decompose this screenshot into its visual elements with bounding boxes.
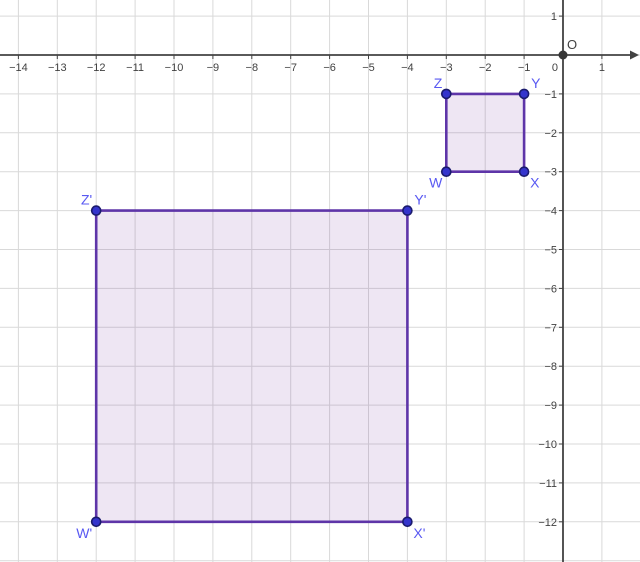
x-tick-label: −7	[284, 62, 297, 74]
y-tick-label: −10	[538, 439, 557, 451]
y-tick-label: −8	[544, 361, 557, 373]
x-tick-label: −6	[323, 62, 336, 74]
y-tick-label: −12	[538, 517, 557, 529]
x-tick-label: −9	[207, 62, 220, 74]
point-label-Y: Y	[531, 75, 541, 91]
x-tick-label: −12	[87, 62, 106, 74]
y-tick-label: −2	[544, 128, 557, 140]
point-label-X': X'	[413, 525, 425, 541]
x-tick-label: 1	[599, 62, 605, 74]
x-tick-label: −13	[48, 62, 67, 74]
x-tick-label: 0	[552, 62, 558, 74]
x-tick-label: −11	[126, 62, 144, 74]
origin-point	[558, 50, 568, 60]
point-label-W': W'	[76, 525, 92, 541]
x-tick-label: −1	[518, 62, 531, 74]
y-tick-label: −6	[544, 283, 557, 295]
point-label-Z': Z'	[81, 192, 92, 208]
x-tick-label: −14	[9, 62, 28, 74]
point-label-W: W	[429, 175, 443, 191]
y-tick-label: −7	[544, 322, 557, 334]
y-tick-label: −3	[544, 167, 557, 179]
point-X[interactable]	[518, 166, 530, 177]
y-tick-label: −1	[544, 89, 557, 101]
x-tick-label: −5	[362, 62, 375, 74]
y-tick-label: −9	[544, 400, 557, 412]
x-tick-label: −3	[440, 62, 453, 74]
point-W'[interactable]	[90, 516, 102, 528]
point-label-X: X	[530, 175, 540, 191]
y-tick-label: −11	[539, 478, 557, 490]
y-tick-label: −5	[544, 245, 557, 257]
point-X'[interactable]	[402, 516, 413, 528]
x-tick-label: −4	[401, 62, 414, 74]
point-Y[interactable]	[518, 88, 530, 100]
square-WXYZ[interactable]	[444, 92, 526, 173]
square-W'X'Y'Z'[interactable]	[94, 209, 409, 524]
point-label-Y': Y'	[414, 192, 426, 208]
y-tick-label: 1	[551, 11, 557, 23]
point-Y'[interactable]	[402, 205, 413, 216]
point-label-Z: Z	[434, 75, 443, 91]
origin-label: O	[567, 37, 577, 52]
x-axis-arrow-icon	[630, 50, 639, 60]
point-Z[interactable]	[440, 88, 452, 100]
y-tick-label: −4	[544, 206, 557, 218]
x-tick-label: −10	[165, 62, 184, 74]
point-W[interactable]	[440, 166, 452, 177]
point-Z'[interactable]	[90, 205, 102, 216]
x-tick-label: −8	[246, 62, 259, 74]
x-tick-label: −2	[479, 62, 492, 74]
